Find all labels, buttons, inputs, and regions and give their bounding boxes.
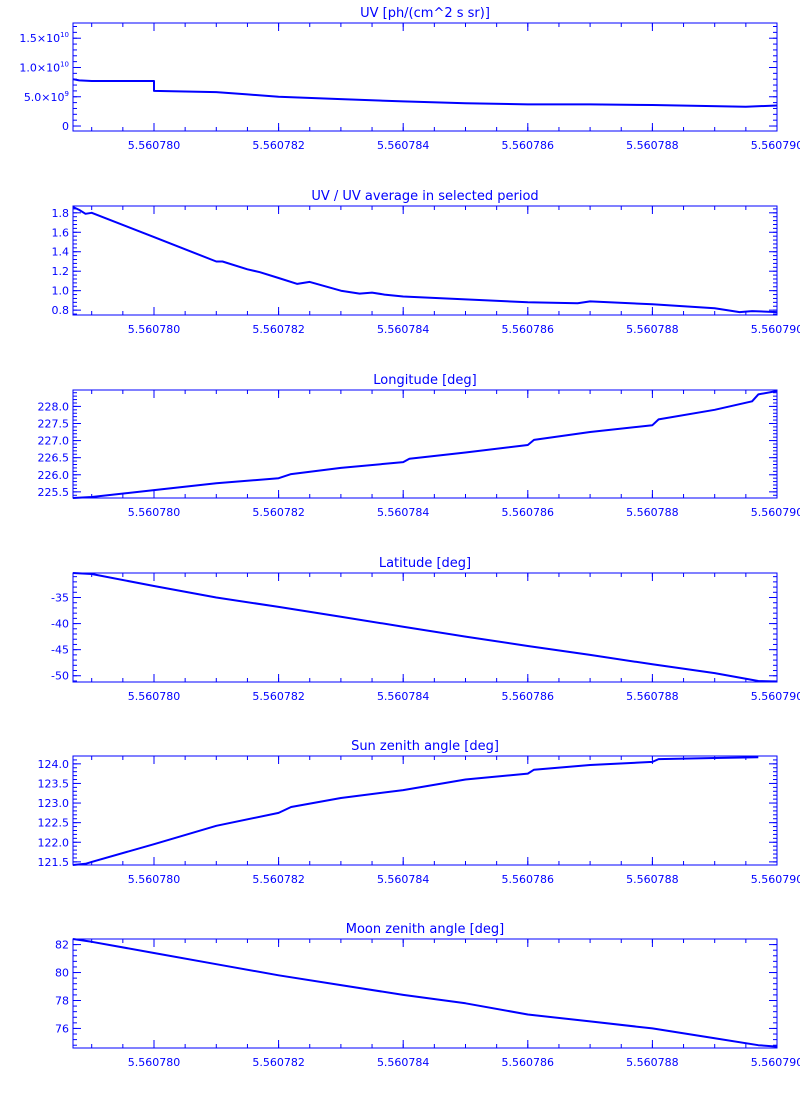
x-tick-label: 5.560790 [751,690,800,703]
y-tick-label: -50 [51,670,69,683]
y-tick-label: 226.5 [38,452,70,465]
chart-title: Longitude [deg] [373,373,476,388]
y-tick-label: 1.6 [52,226,70,239]
x-tick-label: 5.560782 [252,506,305,519]
x-tick-label: 5.560780 [128,506,181,519]
x-tick-label: 5.560782 [252,139,305,152]
x-tick-label: 5.560788 [626,690,679,703]
chart-title: UV [ph/(cm^2 s sr)] [360,6,490,21]
x-tick-label: 5.560786 [502,323,555,336]
chart-title: Latitude [deg] [379,556,471,571]
chart-panel-5: Sun zenith angle [deg] 5.560780 5.560782 5.… [38,739,800,886]
x-tick-label: 5.560786 [502,139,555,152]
y-tick-label: 1.0×1010 [19,60,69,74]
plot-frame [73,573,777,682]
y-tick-label: 76 [55,1022,69,1035]
x-tick-label: 5.560780 [128,139,181,152]
plot-frame [73,390,777,498]
series-line [73,573,777,682]
x-tick-label: 5.560786 [502,1056,555,1069]
x-tick-label: 5.560786 [502,690,555,703]
y-tick-label: 228.0 [38,400,70,413]
x-tick-label: 5.560786 [502,506,555,519]
x-tick-label: 5.560790 [751,139,800,152]
y-tick-label: 1.0 [52,285,70,298]
x-tick-label: 5.560782 [252,1056,305,1069]
y-tick-label: 0.8 [52,304,70,317]
x-tick-label: 5.560780 [128,1056,181,1069]
x-tick-label: 5.560784 [377,506,430,519]
y-tick-label: 80 [55,967,69,980]
y-tick-label: 78 [55,994,69,1007]
series-line [73,391,777,498]
x-tick-label: 5.560782 [252,323,305,336]
x-tick-label: 5.560790 [751,1056,800,1069]
y-tick-label: 227.5 [38,417,70,430]
x-tick-label: 5.560784 [377,873,430,886]
plot-frame [73,206,777,315]
x-tick-label: 5.560788 [626,1056,679,1069]
y-tick-label: 123.0 [38,797,70,810]
y-tick-label: -35 [51,592,69,605]
x-tick-label: 5.560784 [377,690,430,703]
y-tick-label: 124.0 [38,758,70,771]
chart-panel-3: Longitude [deg] 5.560780 5.560782 5.560784 5… [38,373,800,519]
y-tick-label: 82 [55,939,69,952]
chart-panel-6: Moon zenith angle [deg] 5.560780 5.560782 5… [55,922,800,1069]
x-tick-label: 5.560788 [626,873,679,886]
chart-panel-4: Latitude [deg] 5.560780 5.560782 5.560784 5.… [51,556,800,703]
x-tick-label: 5.560786 [502,873,555,886]
chart-title: Moon zenith angle [deg] [346,922,504,937]
y-tick-label: 123.5 [38,777,70,790]
x-tick-label: 5.560784 [377,323,430,336]
x-tick-label: 5.560784 [377,139,430,152]
x-tick-label: 5.560788 [626,506,679,519]
series-line [73,757,758,865]
y-tick-label: -45 [51,644,69,657]
x-tick-label: 5.560788 [626,323,679,336]
x-tick-label: 5.560780 [128,690,181,703]
series-line [73,939,777,1047]
y-tick-label: 226.0 [38,469,70,482]
y-tick-label: 5.0×109 [24,90,69,104]
y-tick-label: -40 [51,618,69,631]
x-tick-label: 5.560782 [252,690,305,703]
x-tick-label: 5.560780 [128,323,181,336]
y-tick-label: 225.5 [38,486,70,499]
x-tick-label: 5.560788 [626,139,679,152]
y-tick-label: 121.5 [38,856,70,869]
y-tick-label: 1.5×1010 [19,31,69,45]
chart-panel-1: UV [ph/(cm^2 s sr)] 5.560780 5.560782 5.560… [19,6,800,152]
plot-frame [73,756,777,865]
plot-frame [73,23,777,131]
x-tick-label: 5.560782 [252,873,305,886]
y-tick-label: 1.4 [52,246,70,259]
y-tick-label: 1.2 [52,265,70,278]
chart-title: UV / UV average in selected period [311,189,538,204]
y-tick-label: 122.5 [38,817,70,830]
series-line [73,79,777,107]
series-line [73,207,777,312]
x-tick-label: 5.560784 [377,1056,430,1069]
y-tick-label: 227.0 [38,435,70,448]
x-tick-label: 5.560780 [128,873,181,886]
y-tick-label: 1.8 [52,207,70,220]
chart-title: Sun zenith angle [deg] [351,739,499,754]
chart-panel-2: UV / UV average in selected period 5.5607… [52,189,800,336]
x-tick-label: 5.560790 [751,873,800,886]
x-tick-label: 5.560790 [751,323,800,336]
x-tick-label: 5.560790 [751,506,800,519]
y-tick-label: 0 [62,120,69,133]
y-tick-label: 122.0 [38,836,70,849]
